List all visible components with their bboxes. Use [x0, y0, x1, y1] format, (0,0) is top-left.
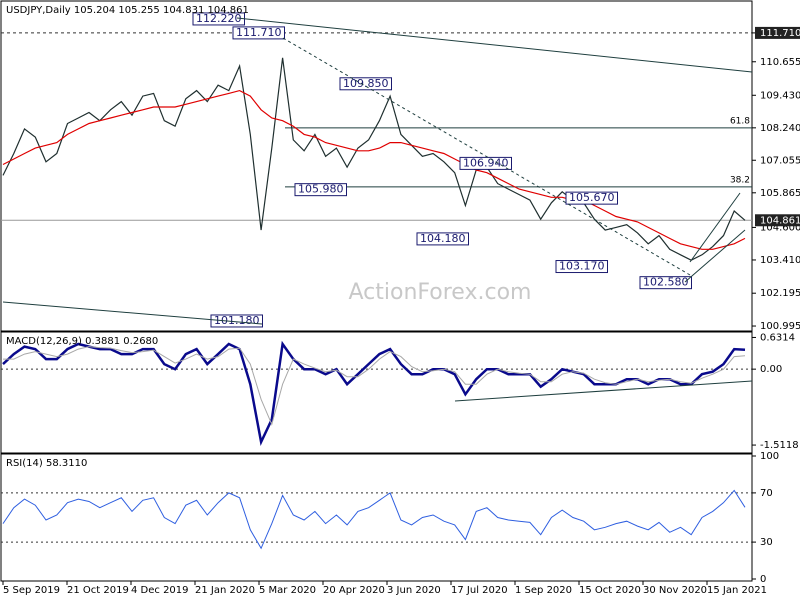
x-tick-label: 1 Sep 2020 [515, 585, 572, 596]
trendline [2, 301, 263, 325]
x-tick-label: 20 Apr 2020 [323, 585, 385, 596]
panel-frame [0, 0, 753, 332]
price-annotation-box [339, 77, 392, 91]
price-annotation: 104.180 [420, 232, 466, 245]
x-tick-label: 30 Nov 2020 [643, 585, 707, 596]
price-annotation: 112.220 [196, 12, 242, 25]
series-line [2, 489, 746, 550]
price-annotation: 109.850 [343, 77, 389, 90]
price-annotation-box [639, 276, 692, 290]
price-annotation: 105.980 [298, 183, 344, 196]
price-annotation: 103.170 [559, 260, 605, 273]
y-tick-label: 70 [760, 488, 773, 499]
y-tick-label: 100 [760, 451, 779, 462]
x-tick-label: 4 Dec 2019 [131, 585, 189, 596]
y-tick-label: 103.410 [760, 255, 800, 266]
y-tick-label: 0.00 [760, 364, 782, 375]
watermark: ActionForex.com [349, 280, 532, 305]
panel-frame [0, 331, 753, 454]
x-tick-label: 5 Mar 2020 [259, 585, 316, 596]
price-annotation: 102.580 [643, 276, 689, 289]
last-price-label: 104.861 [760, 215, 800, 226]
price-annotation-box [459, 156, 512, 170]
y-tick-label: 100.995 [760, 321, 800, 332]
price-annotation-box [232, 26, 285, 40]
y-tick-label: 104.600 [760, 222, 800, 233]
price-annotation-box [555, 260, 608, 274]
trendlines [2, 17, 753, 402]
fib-label: 38.2 [730, 175, 750, 185]
x-tick-label: 21 Oct 2019 [67, 585, 129, 596]
tick-highlight [755, 26, 800, 39]
price-annotation-box [294, 183, 347, 197]
y-tick-label: 0 [760, 574, 766, 585]
price-annotation: 111.710 [236, 26, 282, 39]
price-annotation-box [416, 232, 469, 246]
x-tick-label: 15 Oct 2020 [579, 585, 641, 596]
y-tick-label: 0.6314 [760, 332, 795, 343]
y-tick-label: 109.430 [760, 90, 800, 101]
panel-frame [0, 453, 753, 582]
price-annotation: 105.670 [569, 191, 615, 204]
y-tick-label: 111.710 [760, 28, 800, 39]
series-line [2, 340, 746, 447]
trendline [282, 37, 691, 276]
trendline [454, 380, 753, 402]
trendline [689, 192, 741, 263]
series-line [2, 89, 746, 250]
x-tick-label: 3 Jun 2020 [387, 585, 441, 596]
y-tick-label: 110.655 [760, 57, 800, 68]
price-annotation: 106.940 [463, 156, 509, 169]
y-tick-label: 107.055 [760, 155, 800, 166]
last-price-box [755, 214, 800, 227]
trendline [684, 229, 746, 283]
series-line [3, 346, 746, 426]
x-tick-label: 5 Sep 2019 [3, 585, 60, 596]
series-line [2, 57, 746, 261]
y-tick-label: 105.865 [760, 188, 800, 199]
price-annotation: 101.180 [214, 314, 260, 327]
panel-title: RSI(14) 58.3110 [6, 458, 87, 469]
price-annotation-box [210, 314, 263, 328]
y-tick-label: 108.240 [760, 123, 800, 134]
panel-title: MACD(12,26,9) 0.3881 0.2680 [6, 336, 158, 347]
x-tick-label: 15 Jan 2021 [707, 585, 767, 596]
x-tick-label: 17 Jul 2020 [451, 585, 508, 596]
y-tick-label: -1.5118 [760, 440, 799, 451]
y-tick-label: 102.195 [760, 288, 800, 299]
fib-label: 61.8 [730, 116, 750, 126]
panel-title: USDJPY,Daily 105.204 105.255 104.831 104… [6, 5, 249, 16]
price-annotation-box [565, 191, 618, 205]
trendline [236, 17, 753, 73]
x-tick-label: 21 Jan 2020 [195, 585, 255, 596]
y-tick-label: 30 [760, 537, 773, 548]
